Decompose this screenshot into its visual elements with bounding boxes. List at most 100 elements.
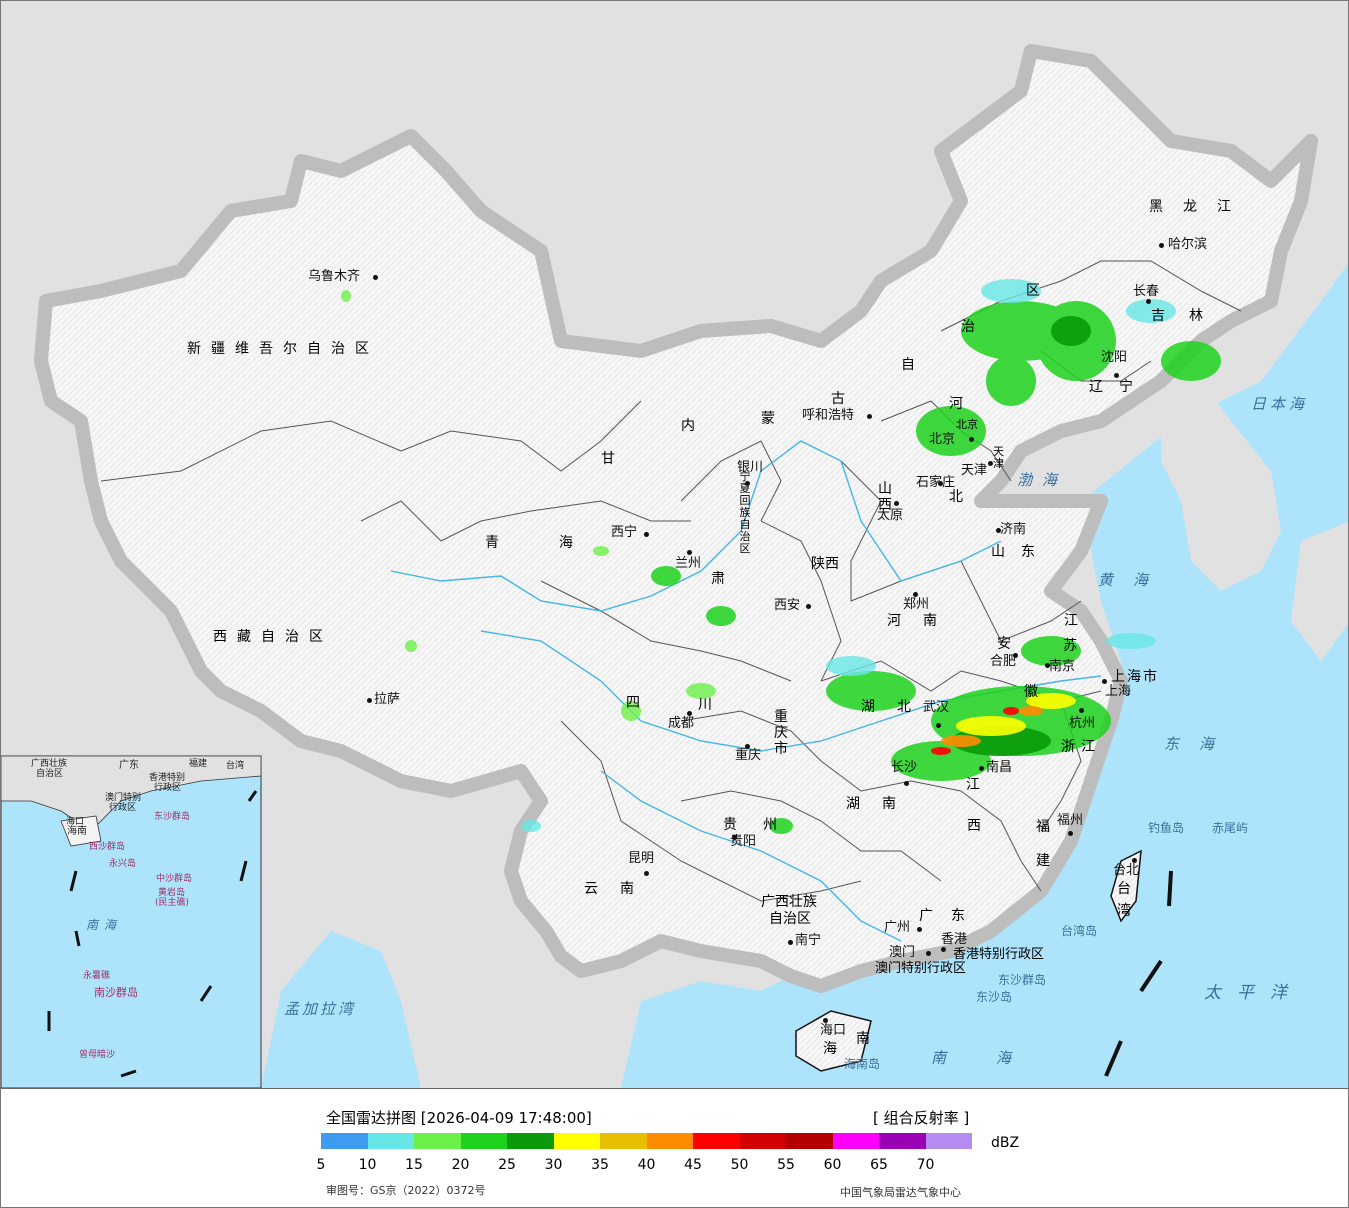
legend-tick-label: 35 <box>591 1157 609 1173</box>
province-guangxi-1: 广西壮族 <box>761 894 817 910</box>
inset-label: 行政区 <box>154 783 182 793</box>
china-radar-map: 新疆维吾尔自治区 西藏自治区 青海 甘 肃 内 蒙 古 自 治 区 黑龙江 吉林… <box>1 1 1348 1088</box>
japan-land <box>1291 521 1348 661</box>
legend-tick-label: 25 <box>498 1157 516 1173</box>
city-lhasa: 拉萨 <box>374 692 401 707</box>
city-hongkong: 香港 <box>941 932 968 947</box>
legend-swatch <box>879 1133 926 1149</box>
legend-swatch <box>507 1133 554 1149</box>
province-guangxi-2: 自治区 <box>769 911 811 927</box>
city-dot <box>969 437 974 442</box>
inset-label: 自治区 <box>36 769 64 779</box>
city-dot <box>936 723 941 728</box>
city-kunming: 昆明 <box>628 851 655 866</box>
legend-swatch <box>693 1133 740 1149</box>
province-neimenggu-3: 古 <box>831 391 855 407</box>
island-dongsha-dao: 东沙岛 <box>976 990 1013 1004</box>
city-dot <box>1146 299 1151 304</box>
legend-swatch <box>367 1133 414 1149</box>
province-hebei-2: 北 <box>949 489 973 505</box>
province-hainan-1: 海 <box>823 1041 851 1057</box>
province-ningxia: 宁夏回族自治区 <box>739 470 751 555</box>
legend-swatch <box>646 1133 693 1149</box>
city-dot <box>745 481 750 486</box>
legend-panel: 全国雷达拼图 [2026-04-09 17:48:00] [ 组合反射率 ] 5… <box>1 1088 1348 1207</box>
review-number: 审图号：GS京（2022）0372号 <box>326 1184 486 1197</box>
city-shanghai: 上海 <box>1105 684 1132 699</box>
inset-island-label: 西沙群岛 <box>89 842 126 852</box>
legend-tick-label: 30 <box>544 1157 563 1173</box>
legend-swatch <box>553 1133 600 1149</box>
city-dot <box>1132 858 1137 863</box>
city-dot <box>687 711 692 716</box>
city-dot <box>732 835 737 840</box>
province-xizang: 西藏自治区 <box>213 629 333 645</box>
city-xian: 西安 <box>774 598 801 613</box>
city-dot <box>988 461 993 466</box>
legend-tick-label: 20 <box>451 1157 470 1173</box>
province-neimenggu-4: 自 <box>901 357 925 373</box>
legend-title: 全国雷达拼图 [2026-04-09 17:48:00] <box>326 1109 592 1127</box>
sea-bohai: 渤海 <box>1017 471 1068 489</box>
inset-sea-label: 南海 <box>86 918 123 932</box>
island-chiwei: 赤尾屿 <box>1212 821 1249 835</box>
inset-island-label: 永兴岛 <box>109 859 137 869</box>
province-fujian-2: 建 <box>1036 853 1060 869</box>
inset-label: 澳门特别 <box>105 793 142 803</box>
sea-huanghai: 黄海 <box>1098 571 1169 589</box>
province-neimenggu-1: 内 <box>681 418 705 434</box>
legend-swatch <box>739 1133 786 1149</box>
city-dot <box>644 871 649 876</box>
city-dot <box>1159 243 1164 248</box>
province-chongqing: 重庆市 <box>774 709 788 757</box>
province-neimenggu-6: 区 <box>1026 283 1050 299</box>
city-yinchuan: 银川 <box>737 460 764 475</box>
inset-label: 台湾 <box>226 761 245 771</box>
city-dot <box>1068 831 1073 836</box>
city-taipei: 台北 <box>1113 863 1140 878</box>
city-dot <box>894 501 899 506</box>
legend-tick-label: 40 <box>637 1157 656 1173</box>
province-hebei-1: 河 <box>949 396 973 412</box>
inset-label: 广东 <box>119 760 139 771</box>
inset-label: 福建 <box>189 759 208 769</box>
province-guangdong: 广东 <box>919 908 983 924</box>
radar-echoes <box>341 279 1221 834</box>
province-shaanxi: 陕西 <box>811 556 839 572</box>
legend-swatch <box>321 1133 368 1149</box>
legend-tick-label: 15 <box>405 1157 423 1173</box>
city-shijiazhuang: 石家庄 <box>916 475 956 490</box>
taiwan-island <box>1110 849 1142 923</box>
legend-tick-label: 60 <box>823 1157 842 1173</box>
province-yunnan: 云南 <box>584 881 656 897</box>
island-dongsha-qundao: 东沙群岛 <box>998 973 1047 987</box>
city-dot <box>1013 653 1018 658</box>
city-dot <box>367 698 372 703</box>
province-guizhou-2: 州 <box>763 817 787 833</box>
city-dot <box>745 744 750 749</box>
city-dot <box>644 532 649 537</box>
province-liaoning: 辽宁 <box>1089 379 1149 395</box>
legend-color-bar <box>321 1133 972 1149</box>
city-dot <box>823 1018 828 1023</box>
city-guangzhou: 广州 <box>884 920 911 935</box>
legend-tick-label: 65 <box>870 1157 888 1173</box>
province-sichuan-1: 四 <box>626 695 650 711</box>
province-borders <box>100 260 1242 902</box>
province-henan: 河南 <box>887 613 959 629</box>
province-anhui-1: 安 <box>997 636 1021 652</box>
hk-sar: 香港特别行政区 <box>953 947 1045 962</box>
inset-island-label: (民主礁) <box>155 898 190 908</box>
city-dot <box>373 275 378 280</box>
city-nanning: 南宁 <box>795 933 822 948</box>
city-hohhot: 呼和浩特 <box>802 408 855 423</box>
province-jilin: 吉林 <box>1151 308 1227 324</box>
island-diaoyu: 钓鱼岛 <box>1148 821 1185 835</box>
inset-nine-dash <box>47 790 258 1078</box>
city-haikou: 海口 <box>820 1023 847 1038</box>
inset-hainan <box>60 815 102 847</box>
city-jinan: 济南 <box>1000 522 1027 537</box>
city-chongqing: 重庆 <box>735 748 762 763</box>
legend-swatch <box>925 1133 972 1149</box>
macau-sar: 澳门特别行政区 <box>875 961 967 976</box>
